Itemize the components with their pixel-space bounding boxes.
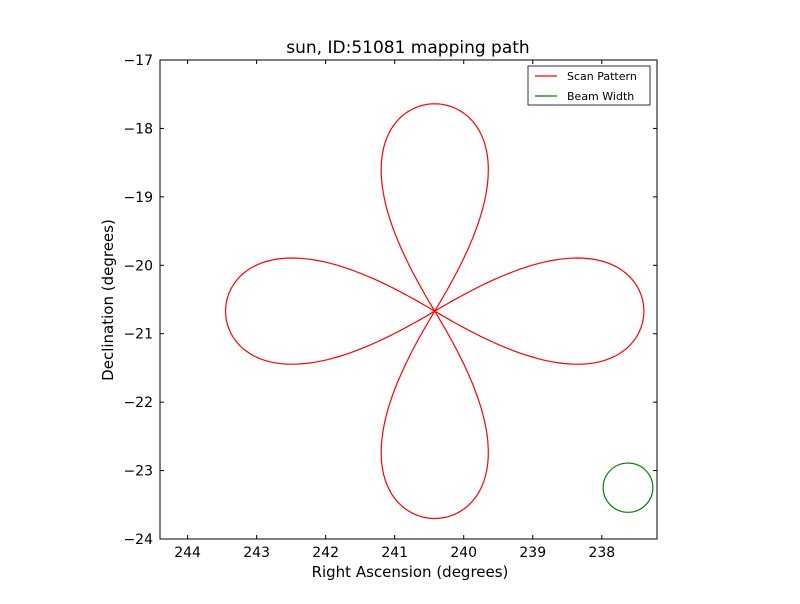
x-tick-label: 238 [588,545,615,561]
legend: Scan Pattern Beam Width [527,65,651,106]
x-tick-label: 240 [450,545,477,561]
y-tick-label: −18 [123,121,153,137]
scan-pattern-line [224,103,645,520]
y-tick-label: −22 [123,395,153,411]
x-tick-label: 241 [381,545,408,561]
x-tick-label: 242 [312,545,339,561]
chart-title: sun, ID:51081 mapping path [286,38,529,58]
y-tick-label: −17 [123,53,153,69]
y-tick-label: −24 [123,532,153,548]
y-tick-label: −19 [123,190,153,206]
x-tick-label: 239 [519,545,546,561]
x-tick-label: 244 [174,545,201,561]
y-axis-label: Declination (degrees) [99,219,117,381]
x-tick-label: 243 [243,545,270,561]
axis-ticks: 244 243 242 241 240 239 238 −24 −23 −22 −21 −20 −19 −… [123,53,657,561]
beam-width-circle [602,462,654,513]
plot-frame [159,59,658,540]
plot-data-layer [224,103,654,520]
legend-label-beam-width: Beam Width [567,90,634,103]
x-axis-label: Right Ascension (degrees) [312,563,509,581]
y-tick-label: −20 [123,258,153,274]
legend-label-scan-pattern: Scan Pattern [567,70,637,83]
y-tick-label: −23 [123,464,153,480]
y-tick-label: −21 [123,327,153,343]
legend-box [527,65,651,106]
